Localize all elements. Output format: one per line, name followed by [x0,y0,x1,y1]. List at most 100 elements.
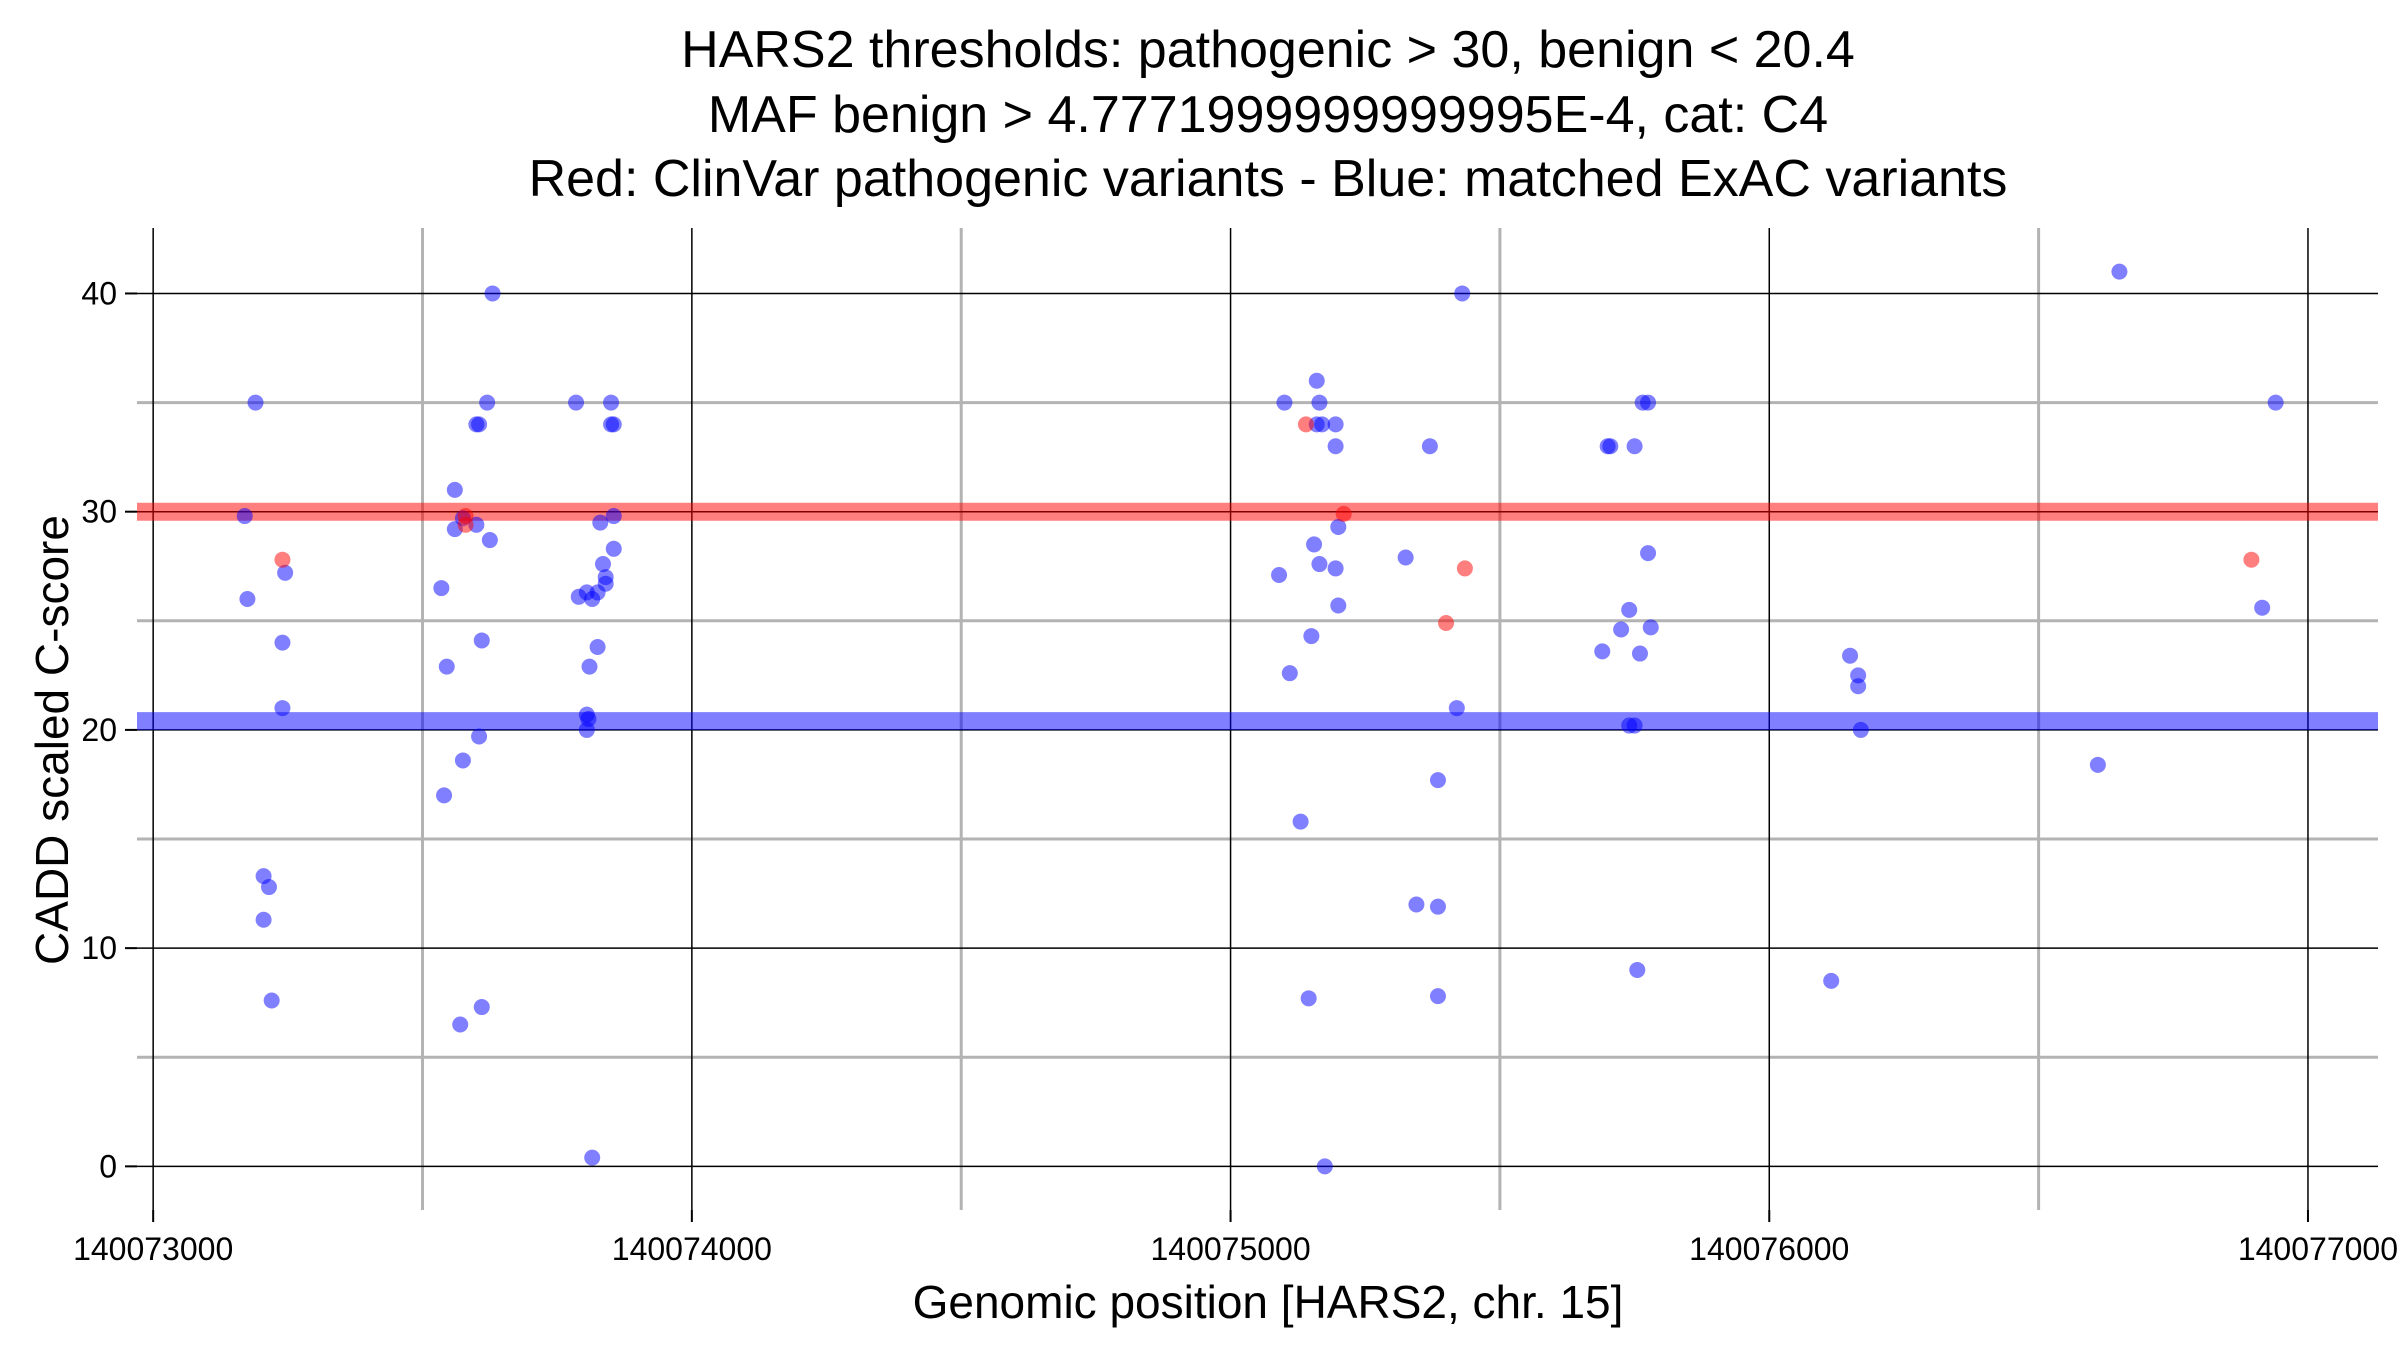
exac-variant-point [1311,394,1328,411]
exac-variant-point [568,394,585,411]
exac-variant-point [1408,896,1425,913]
exac-variant-point [594,556,611,573]
exac-variant-point [1397,549,1414,566]
exac-variant-point [436,787,453,804]
exac-variant-point [1613,621,1630,638]
exac-variant-point [578,721,595,738]
exac-variant-point [471,416,488,433]
exac-variant-point [1330,518,1347,535]
exac-variant-point [236,508,253,525]
exac-variant-point [2089,756,2106,773]
exac-variant-point [603,394,620,411]
exac-variant-point [584,1149,601,1166]
exac-variant-point [1429,772,1446,789]
exac-variant-point [1330,597,1347,614]
exac-variant-point [433,580,450,597]
exac-variant-point [446,481,463,498]
y-tick-label: 0 [99,1148,117,1184]
clinvar-pathogenic-point [1335,505,1352,522]
exac-variant-point [484,285,501,302]
exac-variant-point [1594,643,1611,660]
exac-variant-point [597,569,614,586]
exac-variant-point [1421,438,1438,455]
exac-variant-point [1292,813,1309,830]
exac-variant-point [1271,566,1288,583]
x-tick-label: 140076000 [1689,1231,1849,1267]
y-tick-label: 20 [81,712,117,748]
exac-variant-point [2254,599,2271,616]
exac-variant-point [605,416,622,433]
exac-variant-point [1640,545,1657,562]
title-line-2: MAF benign > 4.7771999999999995E-4, cat:… [708,86,1828,144]
exac-variant-point [1327,416,1344,433]
exac-variant-point [1850,678,1867,695]
chart-title: HARS2 thresholds: pathogenic > 30, benig… [529,21,2008,208]
exac-variant-point [438,658,455,675]
exac-variant-point [473,632,490,649]
exac-variant-point [2267,394,2284,411]
exac-variant-point [239,590,256,607]
threshold-lines [137,502,2378,731]
x-axis-label: Genomic position [HARS2, chr. 15] [913,1276,1624,1328]
exac-variant-point [1276,394,1293,411]
exac-variant-point [1429,988,1446,1005]
exac-variant-point [1314,416,1331,433]
exac-variant-point [1316,1158,1333,1175]
exac-variant-point [1629,961,1646,978]
x-tick-label: 140074000 [612,1231,772,1267]
exac-variant-point [1642,619,1659,636]
y-axis-ticks: 0 10 20 30 40 [81,275,137,1184]
y-tick-label: 10 [81,930,117,966]
exac-variant-point [1626,438,1643,455]
x-tick-label: 140073000 [73,1231,233,1267]
x-axis-ticks: 140073000 140074000 140075000 140076000 1400… [73,1210,2398,1267]
exac-variant-point [1308,372,1325,389]
exac-variant-point [1626,717,1643,734]
exac-variant-point [605,540,622,557]
exac-variant-point [605,508,622,525]
clinvar-pathogenic-point [274,551,291,568]
clinvar-pathogenic-point [1438,614,1455,631]
exac-variant-point [1823,972,1840,989]
x-tick-label: 140075000 [1150,1231,1310,1267]
exac-variant-point [592,514,609,531]
clinvar-pathogenic-point [2243,551,2260,568]
exac-variant-point [1842,647,1859,664]
clinvar-pathogenic-point [1297,416,1314,433]
exac-variant-point [247,394,264,411]
exac-variant-point [454,752,471,769]
data-points [236,263,2284,1175]
exac-variant-point [263,992,280,1009]
exac-variant-point [1311,556,1328,573]
exac-variant-point [1454,285,1471,302]
exac-variant-point [1306,536,1323,553]
exac-variant-point [260,879,277,896]
exac-variant-point [1852,721,1869,738]
exac-variant-point [1281,665,1298,682]
exac-variant-point [274,700,291,717]
exac-variant-point [481,532,498,549]
exac-variant-point [277,564,294,581]
exac-variant-point [1602,438,1619,455]
y-tick-label: 40 [81,275,117,311]
exac-variant-point [589,638,606,655]
exac-variant-point [2111,263,2128,280]
x-tick-label: 140077000 [2238,1231,2398,1267]
exac-variant-point [581,658,598,675]
exac-variant-point [255,911,272,928]
exac-variant-point [1327,438,1344,455]
exac-variant-point [1631,645,1648,662]
exac-variant-point [1448,700,1465,717]
y-tick-label: 30 [81,494,117,530]
exac-variant-point [452,1016,469,1033]
exac-variant-point [471,728,488,745]
clinvar-pathogenic-point [1456,560,1473,577]
exac-variant-point [1429,898,1446,915]
exac-variant-point [479,394,496,411]
exac-variant-point [274,634,291,651]
exac-variant-point [1303,628,1320,645]
exac-variant-point [1327,560,1344,577]
exac-variant-point [1640,394,1657,411]
y-axis-label: CADD scaled C-score [26,515,78,965]
